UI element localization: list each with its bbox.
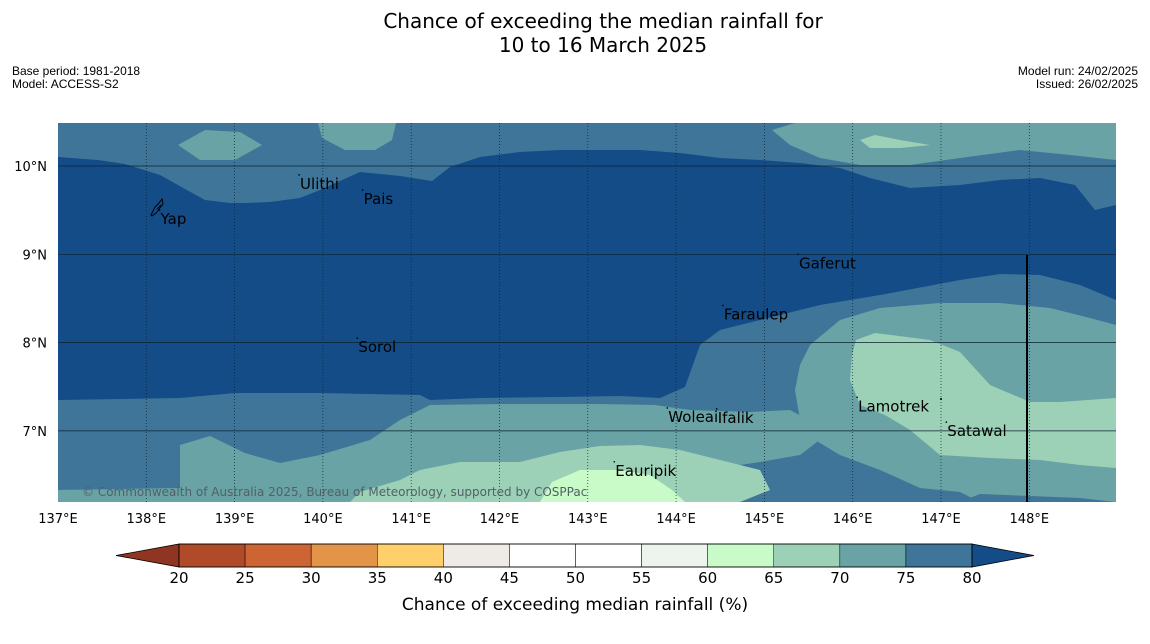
colorbar-segment (905, 543, 973, 568)
colorbar-tick-label: 70 (830, 569, 849, 587)
longitude-label: 139°E (215, 512, 255, 527)
model-text: Model: ACCESS-S2 (12, 77, 119, 91)
place-label: Ulithi (300, 175, 339, 193)
east-mid-region (850, 333, 1116, 468)
place-marker (797, 253, 799, 256)
longitude-label: 147°E (921, 512, 961, 527)
place-label: Eauripik (615, 462, 676, 480)
copyright-text: © Commonwealth of Australia 2025, Bureau… (82, 485, 587, 499)
colorbar-segment (244, 543, 312, 568)
place-label: Sorol (358, 338, 396, 356)
graticule (58, 123, 1116, 502)
place-label: Faraulep (724, 306, 788, 324)
colorbar-tick-label: 25 (236, 569, 255, 587)
latitude-label: 8°N (23, 337, 48, 352)
colorbar-tick-label: 20 (169, 569, 188, 587)
model-run-text: Model run: 24/02/2025 (1017, 64, 1138, 78)
south-low-mid-region (540, 470, 685, 502)
meta-left: Base period: 1981-2018 Model: ACCESS-S2 (12, 65, 140, 91)
colorbar-tick-label: 45 (500, 569, 519, 587)
colorbar-label: Chance of exceeding median rainfall (%) (402, 595, 748, 615)
longitude-label: 143°E (568, 512, 608, 527)
longitude-label: 140°E (303, 512, 343, 527)
colorbar-tick-label: 50 (566, 569, 585, 587)
place-label: Woleai (668, 408, 718, 426)
longitude-label: 141°E (391, 512, 431, 527)
map-area[interactable]: Ulithi Pais Yap Gaferut Faraulep Sorol Lamotre… (58, 123, 1116, 502)
place-label: Gaferut (799, 254, 856, 272)
southeast-high-sliver (960, 494, 1116, 502)
south-mid-high-region (58, 404, 830, 502)
place-label: Ifalik (718, 409, 754, 427)
latitude-label: 7°N (23, 425, 48, 440)
place-marker (356, 337, 359, 339)
colorbar-tick-label: 80 (962, 569, 981, 587)
island-marker (940, 398, 942, 400)
colorbar-tick-label: 35 (368, 569, 387, 587)
colorbar-segment (178, 543, 246, 568)
colorbar-tick-label: 75 (896, 569, 915, 587)
colorbar-segment (839, 543, 907, 568)
longitude-label: 145°E (745, 512, 785, 527)
longitude-label: 144°E (656, 512, 696, 527)
colorbar-tick-label: 60 (698, 569, 717, 587)
colorbar: 20 25 30 35 40 45 50 55 60 65 70 75 80 Chance of exc… (115, 543, 1035, 615)
place-label: Satawal (947, 422, 1006, 440)
latitude-label: 9°N (23, 248, 48, 263)
colorbar-segment (575, 543, 642, 568)
yap-island-shape (150, 197, 164, 217)
colorbar-tick-label: 65 (764, 569, 783, 587)
place-marker (945, 421, 948, 423)
colorbar-segment (707, 543, 775, 568)
colorbar-min-extension (115, 543, 180, 568)
place-marker (715, 408, 718, 410)
colorbar-tick-label: 40 (434, 569, 453, 587)
map-title: Chance of exceeding the median rainfall … (0, 9, 1150, 57)
colorbar-segment (377, 543, 444, 568)
longitude-label: 146°E (833, 512, 873, 527)
place-label: Yap (160, 210, 187, 228)
colorbar-max-extension (971, 543, 1035, 568)
north-mid-patch-3 (772, 123, 1116, 165)
longitude-labels: 137°E 138°E 139°E 140°E 141°E 142°E 143°E 144°E… (38, 512, 1049, 527)
north-mid-patch-2 (318, 123, 396, 150)
map-title-line1: Chance of exceeding the median rainfall … (383, 9, 823, 33)
place-marker (722, 304, 724, 307)
base-period-text: Base period: 1981-2018 (12, 64, 141, 78)
colorbar-segment (773, 543, 841, 568)
place-marker (361, 189, 364, 191)
map-title-line2: 10 to 16 March 2025 (498, 33, 708, 57)
place-marker (613, 461, 616, 463)
latitude-label: 10°N (14, 160, 47, 175)
issued-text: Issued: 26/02/2025 (1035, 77, 1138, 91)
place-label: Pais (364, 190, 394, 208)
longitude-label: 142°E (480, 512, 520, 527)
place-marker (856, 396, 858, 399)
place-label: Lamotrek (858, 397, 929, 415)
longitude-label: 138°E (127, 512, 167, 527)
latitude-labels: 10°N 9°N 8°N 7°N (14, 160, 47, 440)
longitude-label: 148°E (1010, 512, 1050, 527)
place-marker (666, 407, 669, 409)
longitude-label: 137°E (38, 512, 78, 527)
north-mid-patch-1 (178, 130, 262, 160)
colorbar-segment (443, 543, 510, 568)
place-labels: Ulithi Pais Yap Gaferut Faraulep Sorol Lamotre… (158, 174, 1007, 480)
place-marker (298, 174, 300, 176)
colorbar-segment (641, 543, 708, 568)
colorbar-tick-label: 30 (302, 569, 321, 587)
meta-right: Model run: 24/02/2025 Issued: 26/02/2025 (1018, 65, 1138, 91)
colorbar-outline (178, 543, 973, 568)
colorbar-segment (509, 543, 576, 568)
colorbar-segment (310, 543, 378, 568)
north-low-patch (860, 135, 930, 148)
colorbar-tick-label: 55 (632, 569, 651, 587)
